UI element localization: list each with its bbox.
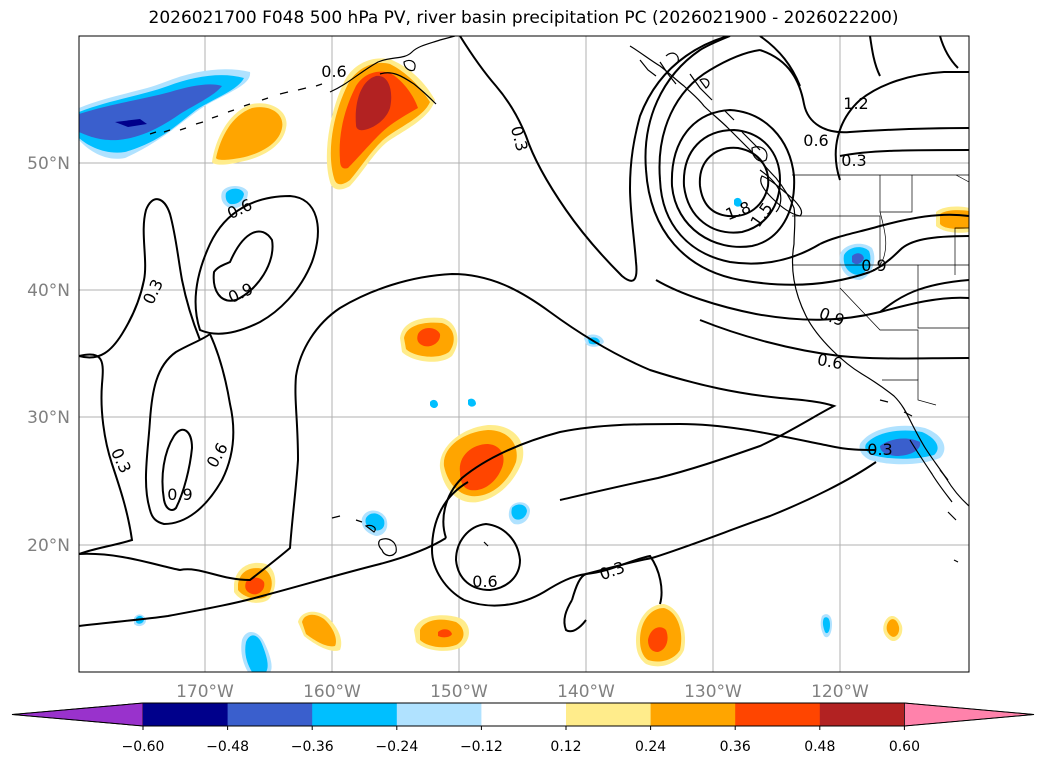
political-borders [792,174,969,406]
colorbar-tick-label: −0.36 [291,739,334,755]
contour-label: 0.3 [507,124,532,154]
contour-label: 0.3 [841,151,866,170]
contour-label: 0.6 [803,131,828,150]
precip-shading [79,58,969,672]
colorbar-tick-label: −0.48 [206,739,249,755]
lat-label: 40°N [27,281,70,301]
contour-label: 0.9 [817,304,847,331]
colorbar-extend-min [11,702,144,727]
lon-label: 140°W [557,682,615,702]
contour-label: 0.6 [816,350,844,373]
colorbar-segment [650,703,736,726]
longitude-labels: 170°W 160°W 150°W 140°W 130°W 120°W [176,682,869,702]
colorbar-tick-label: −0.60 [122,739,165,755]
contour-label: 0.6 [321,62,346,81]
map-plot-area: 0.6 0.3 0.6 0.3 1.2 1.8 1.5 0.6 0.3 0.9 … [79,36,969,672]
colorbar-tick-label: 0.24 [635,739,666,755]
colorbar-segment [227,703,313,726]
colorbar-tick-label: 0.60 [889,739,920,755]
contour-label: 0.9 [861,256,886,275]
contour-label: 0.3 [597,558,627,585]
lon-label: 160°W [303,682,361,702]
colorbar-extend-max [904,702,1035,727]
colorbar-tick-label: 0.12 [550,739,581,755]
colorbar-segment [312,703,398,726]
lon-label: 120°W [811,682,869,702]
contour-label: 0.9 [167,485,192,504]
colorbar-segment [396,703,482,726]
contour-label: 1.2 [843,94,868,113]
contour-label: 0.9 [225,279,256,307]
map-title: 2026021700 F048 500 hPa PV, river basin … [148,8,899,28]
colorbar: −0.60 −0.48 −0.36 −0.24 −0.12 0.12 0.24 0.36 0.4… [11,702,1035,755]
contour-label: 1.5 [746,199,776,231]
lon-label: 170°W [176,682,234,702]
contour-label: 0.3 [867,440,892,459]
colorbar-tick-label: 0.48 [804,739,835,755]
colorbar-tick-label: −0.12 [460,739,503,755]
lon-label: 150°W [430,682,488,702]
plot-frame [78,35,970,673]
pv-contours [79,36,969,633]
graticule [79,36,969,672]
lat-label: 50°N [27,154,70,174]
colorbar-segment [566,703,652,726]
lon-label: 130°W [684,682,742,702]
contour-label: 0.6 [472,572,497,591]
colorbar-segment [481,703,567,726]
contour-label: 0.3 [107,445,135,476]
colorbar-tick-label: 0.36 [720,739,751,755]
colorbar-tick-label: −0.24 [375,739,418,755]
colorbar-segment [143,703,229,726]
latitude-labels: 50°N 40°N 30°N 20°N [27,154,70,556]
lat-label: 30°N [27,408,70,428]
colorbar-segment [819,703,905,726]
pv-contour-labels: 0.6 0.3 0.6 0.3 1.2 1.8 1.5 0.6 0.3 0.9 … [107,62,893,591]
lat-label: 20°N [27,536,70,556]
colorbar-segment [735,703,821,726]
